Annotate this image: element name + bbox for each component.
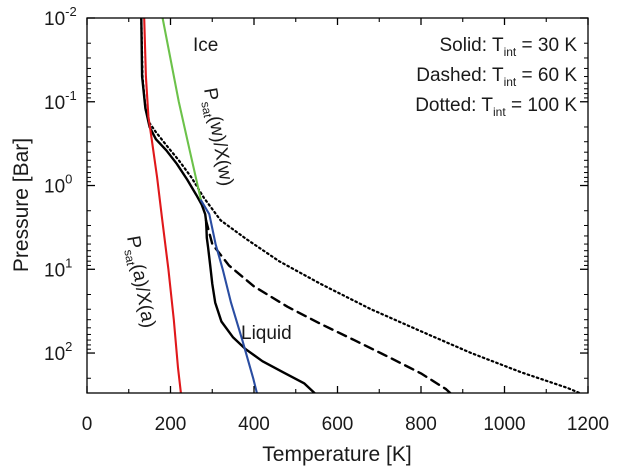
y-tick-label-4: 102: [44, 339, 72, 365]
x-tick-label-6: 1200: [567, 414, 609, 435]
plot-series: [140, 18, 581, 393]
x-tick-label-5: 1000: [483, 414, 525, 435]
y-axis-label: Pressure [Bar]: [10, 138, 33, 272]
y-tick-label-2: 100: [44, 172, 72, 198]
y-tick-label-0: 10-2: [44, 4, 77, 30]
series-line-5: [199, 199, 258, 393]
x-tick-label-1: 200: [155, 414, 187, 435]
x-axis: 0 200 400 600 800 1000 1200: [82, 18, 609, 435]
ice-label: Ice: [193, 35, 218, 56]
ammonia-saturation-label: Psat(a)/X(a): [119, 234, 159, 330]
x-axis-label: Temperature [K]: [262, 443, 411, 466]
y-tick-label-3: 101: [44, 255, 72, 281]
water-saturation-label: Psat(w)/X(w): [196, 86, 237, 188]
legend: Solid: Tint = 30 K Dashed: Tint = 60 K D…: [415, 35, 577, 119]
y-axis: 10-2 10-1 100 101 102: [44, 4, 588, 379]
legend-dashed: Dashed: Tint = 60 K: [416, 65, 577, 89]
series-line-3: [143, 18, 182, 393]
series-line-1: [204, 219, 452, 393]
liquid-label: Liquid: [241, 323, 292, 344]
x-tick-label-4: 800: [405, 414, 437, 435]
legend-dotted: Dotted: Tint = 100 K: [415, 95, 577, 119]
x-tick-label-3: 600: [322, 414, 354, 435]
series-line-4: [161, 18, 203, 202]
x-tick-label-0: 0: [82, 414, 93, 435]
x-tick-label-2: 400: [238, 414, 270, 435]
y-tick-label-1: 10-1: [44, 88, 77, 114]
legend-solid: Solid: Tint = 30 K: [439, 35, 577, 59]
